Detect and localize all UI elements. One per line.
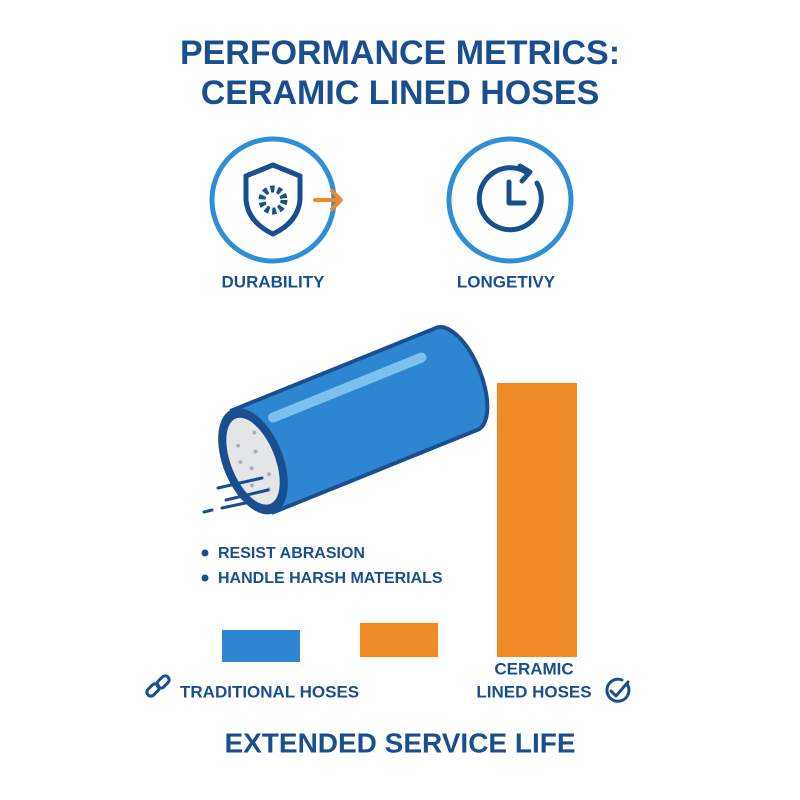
hose-illustration <box>218 325 490 515</box>
comparison-label: TRADITIONAL HOSES <box>180 682 359 701</box>
comparison-label: LINED HOSES <box>476 682 591 701</box>
feature: RESIST ABRASION <box>218 545 365 562</box>
bar-mid <box>360 623 438 657</box>
metric-label: LONGETIVY <box>457 272 556 291</box>
check-icon <box>605 677 631 703</box>
longevity-icon <box>446 136 574 264</box>
bar-traditional <box>222 630 300 662</box>
metric-label: DURABILITY <box>222 272 326 291</box>
bar-ceramic <box>497 383 577 657</box>
link-icon <box>145 674 171 698</box>
title-line: CERAMIC LINED HOSES <box>201 74 600 112</box>
comparison-label: CERAMIC <box>494 659 573 678</box>
bullet <box>201 549 209 557</box>
feature: HANDLE HARSH MATERIALS <box>218 570 443 587</box>
speed-lines <box>202 476 270 514</box>
title-line: PERFORMANCE METRICS: <box>180 34 620 72</box>
durability-icon <box>209 136 343 264</box>
bullet <box>201 574 209 582</box>
footer-title: EXTENDED SERVICE LIFE <box>224 727 575 758</box>
